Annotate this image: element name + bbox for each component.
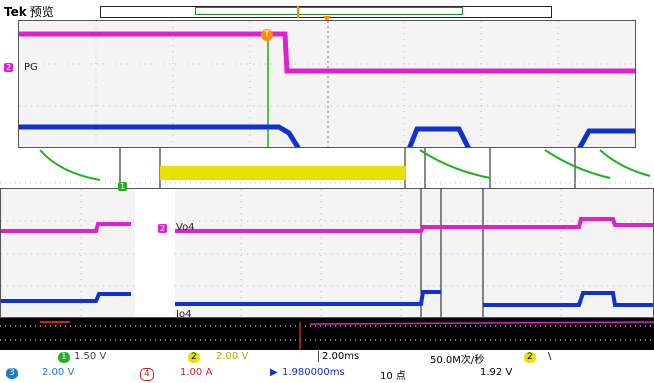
ch3-scale[interactable]: 2.00 V: [42, 367, 75, 378]
blank-band: [135, 189, 175, 317]
timebase-readout[interactable]: 2.00ms: [318, 351, 359, 362]
status-row-1: 1 1.50 V 2 2.00 V 2.00ms 50.0M次/秒 2 \: [0, 351, 654, 366]
pg-channel-label: PG: [24, 62, 38, 73]
bottom-dark-strip: [0, 318, 654, 350]
ch2-ground-marker[interactable]: 2: [4, 63, 14, 72]
trigger-flag-icon: T: [261, 29, 273, 41]
top-graticule: T: [18, 20, 636, 148]
scope-header: Tek 预览: [0, 0, 654, 22]
ch4-scale[interactable]: 1.00 A: [180, 367, 213, 378]
top-trace-svg: [19, 21, 635, 147]
middle-trace-svg: [0, 148, 654, 188]
ch4-indicator[interactable]: 4: [140, 368, 154, 381]
ch1-indicator[interactable]: 1: [58, 352, 70, 363]
trigger-position-marker: [297, 6, 299, 18]
yellow-band: [160, 166, 406, 180]
vo4-trace: [1, 217, 653, 233]
trigger-source-indicator[interactable]: 2: [524, 352, 536, 363]
ch2-ground-marker-vo4[interactable]: 2: [158, 224, 168, 233]
acquisition-mode: 预览: [29, 5, 54, 19]
brand-label: Tek 预览: [4, 3, 54, 20]
mid-trace-svg: [1, 189, 653, 317]
mid-graticule: [0, 188, 654, 318]
ch1-scale[interactable]: 1.50 V: [74, 351, 107, 362]
middle-trace-strip: [0, 148, 654, 188]
bottom-magenta-trace: [309, 321, 654, 325]
sample-rate-readout: 50.0M次/秒: [430, 355, 485, 366]
ch2-scale[interactable]: 2.00 V: [216, 351, 249, 362]
trigger-position-icon: ▶: [270, 367, 278, 378]
io4-trace: [1, 290, 653, 307]
trigger-level-readout[interactable]: 1.92 V: [480, 367, 513, 378]
trigger-slope-icon[interactable]: \: [548, 351, 552, 362]
io4-channel-label: Io4: [176, 309, 192, 320]
ch2-indicator[interactable]: 2: [188, 352, 200, 363]
trigger-point-icon: [323, 16, 331, 22]
ch1-ground-marker[interactable]: 1: [118, 182, 128, 191]
pg-trace: [19, 31, 635, 74]
ch2-tag: 2: [6, 63, 12, 72]
status-row-2: 3 2.00 V 4 1.00 A ▶ 1.980000ms 10 点 1.92…: [0, 367, 654, 382]
green-decay-4: [599, 149, 651, 177]
vo4-channel-label: Vo4: [176, 222, 195, 233]
green-decay-2: [419, 149, 491, 179]
blue-trace-top: [19, 124, 635, 147]
record-length-readout: 10 点: [380, 371, 406, 382]
brand-logo-text: Tek: [4, 5, 27, 19]
ch3-indicator[interactable]: 3: [6, 368, 18, 379]
status-bar: 1 1.50 V 2 2.00 V 2.00ms 50.0M次/秒 2 \ 3 …: [0, 350, 654, 383]
bottom-trace-svg: [0, 321, 654, 350]
green-decay-1: [39, 149, 101, 181]
record-view-window[interactable]: [195, 7, 463, 15]
green-decay-3: [544, 149, 611, 179]
trigger-position-readout[interactable]: 1.980000ms: [282, 367, 345, 378]
trigger-flag-text: T: [264, 30, 270, 40]
